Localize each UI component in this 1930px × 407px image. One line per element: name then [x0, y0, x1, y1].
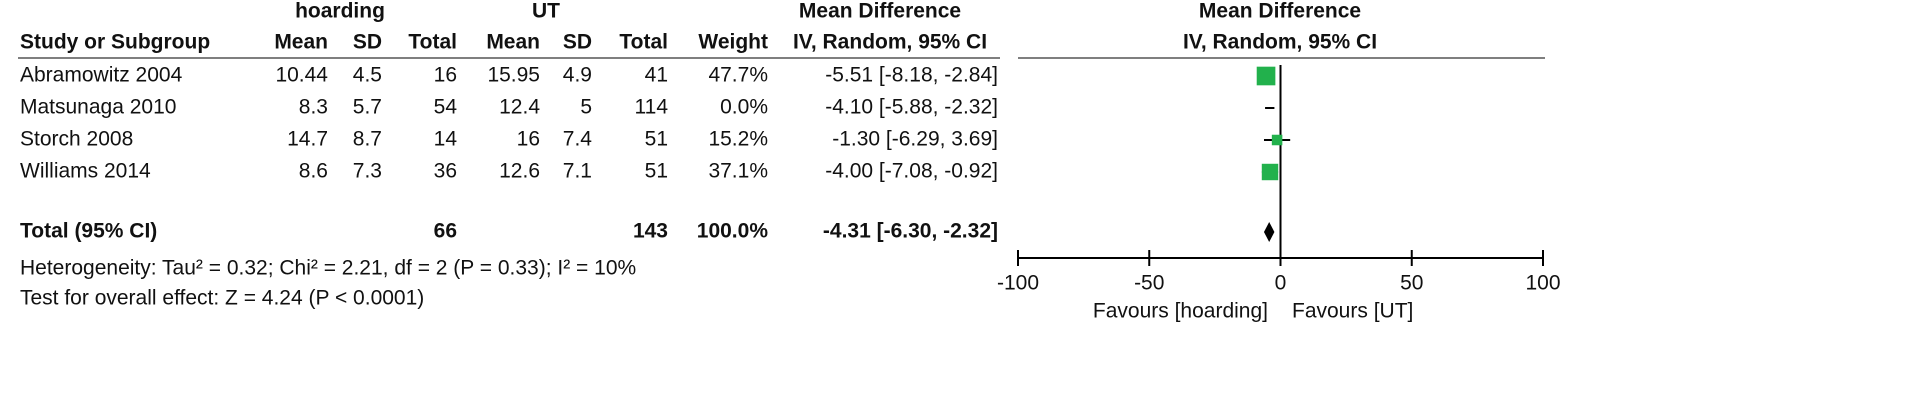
- cell: 7.4: [563, 128, 593, 151]
- effect-header: Mean Difference: [799, 0, 961, 23]
- cell: 0.0%: [720, 96, 768, 119]
- study-name: Matsunaga 2010: [20, 96, 176, 119]
- x-tick-label: 0: [1275, 272, 1287, 295]
- cell: 8.7: [353, 128, 382, 151]
- cell: 15.95: [487, 64, 540, 87]
- favours-label: Favours [hoarding]: [1093, 300, 1268, 323]
- cell: 16: [434, 64, 457, 87]
- column-header: SD: [563, 31, 592, 54]
- x-tick-label: -50: [1134, 272, 1164, 295]
- column-header: Weight: [698, 31, 768, 54]
- column-header: Total: [408, 31, 457, 54]
- cell: 7.1: [563, 160, 592, 183]
- cell: 5: [580, 96, 592, 119]
- study-name: Storch 2008: [20, 128, 133, 151]
- study-marker: [1256, 66, 1276, 86]
- effect-subheader: IV, Random, 95% CI: [793, 31, 987, 54]
- effect-label: -5.51 [-8.18, -2.84]: [825, 64, 998, 87]
- footnote: Heterogeneity: Tau² = 0.32; Chi² = 2.21,…: [20, 257, 636, 280]
- study-name: Abramowitz 2004: [20, 64, 183, 87]
- x-tick-label: 100: [1525, 272, 1560, 295]
- effect-label: -4.10 [-5.88, -2.32]: [825, 96, 998, 119]
- cell: 4.9: [563, 64, 592, 87]
- cell: 12.4: [499, 96, 540, 119]
- cell: 7.3: [353, 160, 382, 183]
- cell: 37.1%: [708, 160, 768, 183]
- x-tick-label: 50: [1400, 272, 1423, 295]
- cell: 12.6: [499, 160, 540, 183]
- cell: 41: [645, 64, 668, 87]
- footnote: Test for overall effect: Z = 4.24 (P < 0…: [20, 287, 424, 310]
- cell: 14: [434, 128, 458, 151]
- study-name: Williams 2014: [20, 160, 151, 183]
- study-marker: [1261, 163, 1279, 181]
- cell: 4.5: [353, 64, 382, 87]
- cell: 8.3: [299, 96, 328, 119]
- cell: 15.2%: [708, 128, 768, 151]
- cell: 5.7: [353, 96, 382, 119]
- column-header: SD: [353, 31, 382, 54]
- cell: 36: [434, 160, 457, 183]
- column-header: Total: [619, 31, 668, 54]
- total-diamond: [1263, 222, 1275, 242]
- column-header: Study or Subgroup: [20, 31, 210, 54]
- favours-label: Favours [UT]: [1292, 300, 1413, 323]
- column-header: Mean: [274, 31, 328, 54]
- cell: 51: [645, 128, 668, 151]
- plot-header: Mean Difference: [1199, 0, 1361, 23]
- group-header: hoarding: [295, 0, 385, 23]
- cell: 54: [434, 96, 458, 119]
- cell: 16: [517, 128, 540, 151]
- group-header: UT: [532, 0, 560, 23]
- cell: 10.44: [275, 64, 328, 87]
- x-tick-label: -100: [997, 272, 1039, 295]
- total-cell: 66: [434, 220, 457, 243]
- cell: 47.7%: [708, 64, 768, 87]
- plot-subheader: IV, Random, 95% CI: [1183, 31, 1377, 54]
- cell: 51: [645, 160, 668, 183]
- cell: 114: [635, 96, 669, 119]
- total-effect-label: -4.31 [-6.30, -2.32]: [823, 220, 998, 243]
- effect-label: -1.30 [-6.29, 3.69]: [832, 128, 998, 151]
- study-marker: [1271, 134, 1283, 146]
- total-cell: 143: [633, 220, 668, 243]
- effect-label: -4.00 [-7.08, -0.92]: [825, 160, 998, 183]
- column-header: Mean: [486, 31, 540, 54]
- total-cell: 100.0%: [697, 220, 769, 243]
- total-name: Total (95% CI): [20, 220, 157, 243]
- cell: 14.7: [287, 128, 328, 151]
- cell: 8.6: [299, 160, 328, 183]
